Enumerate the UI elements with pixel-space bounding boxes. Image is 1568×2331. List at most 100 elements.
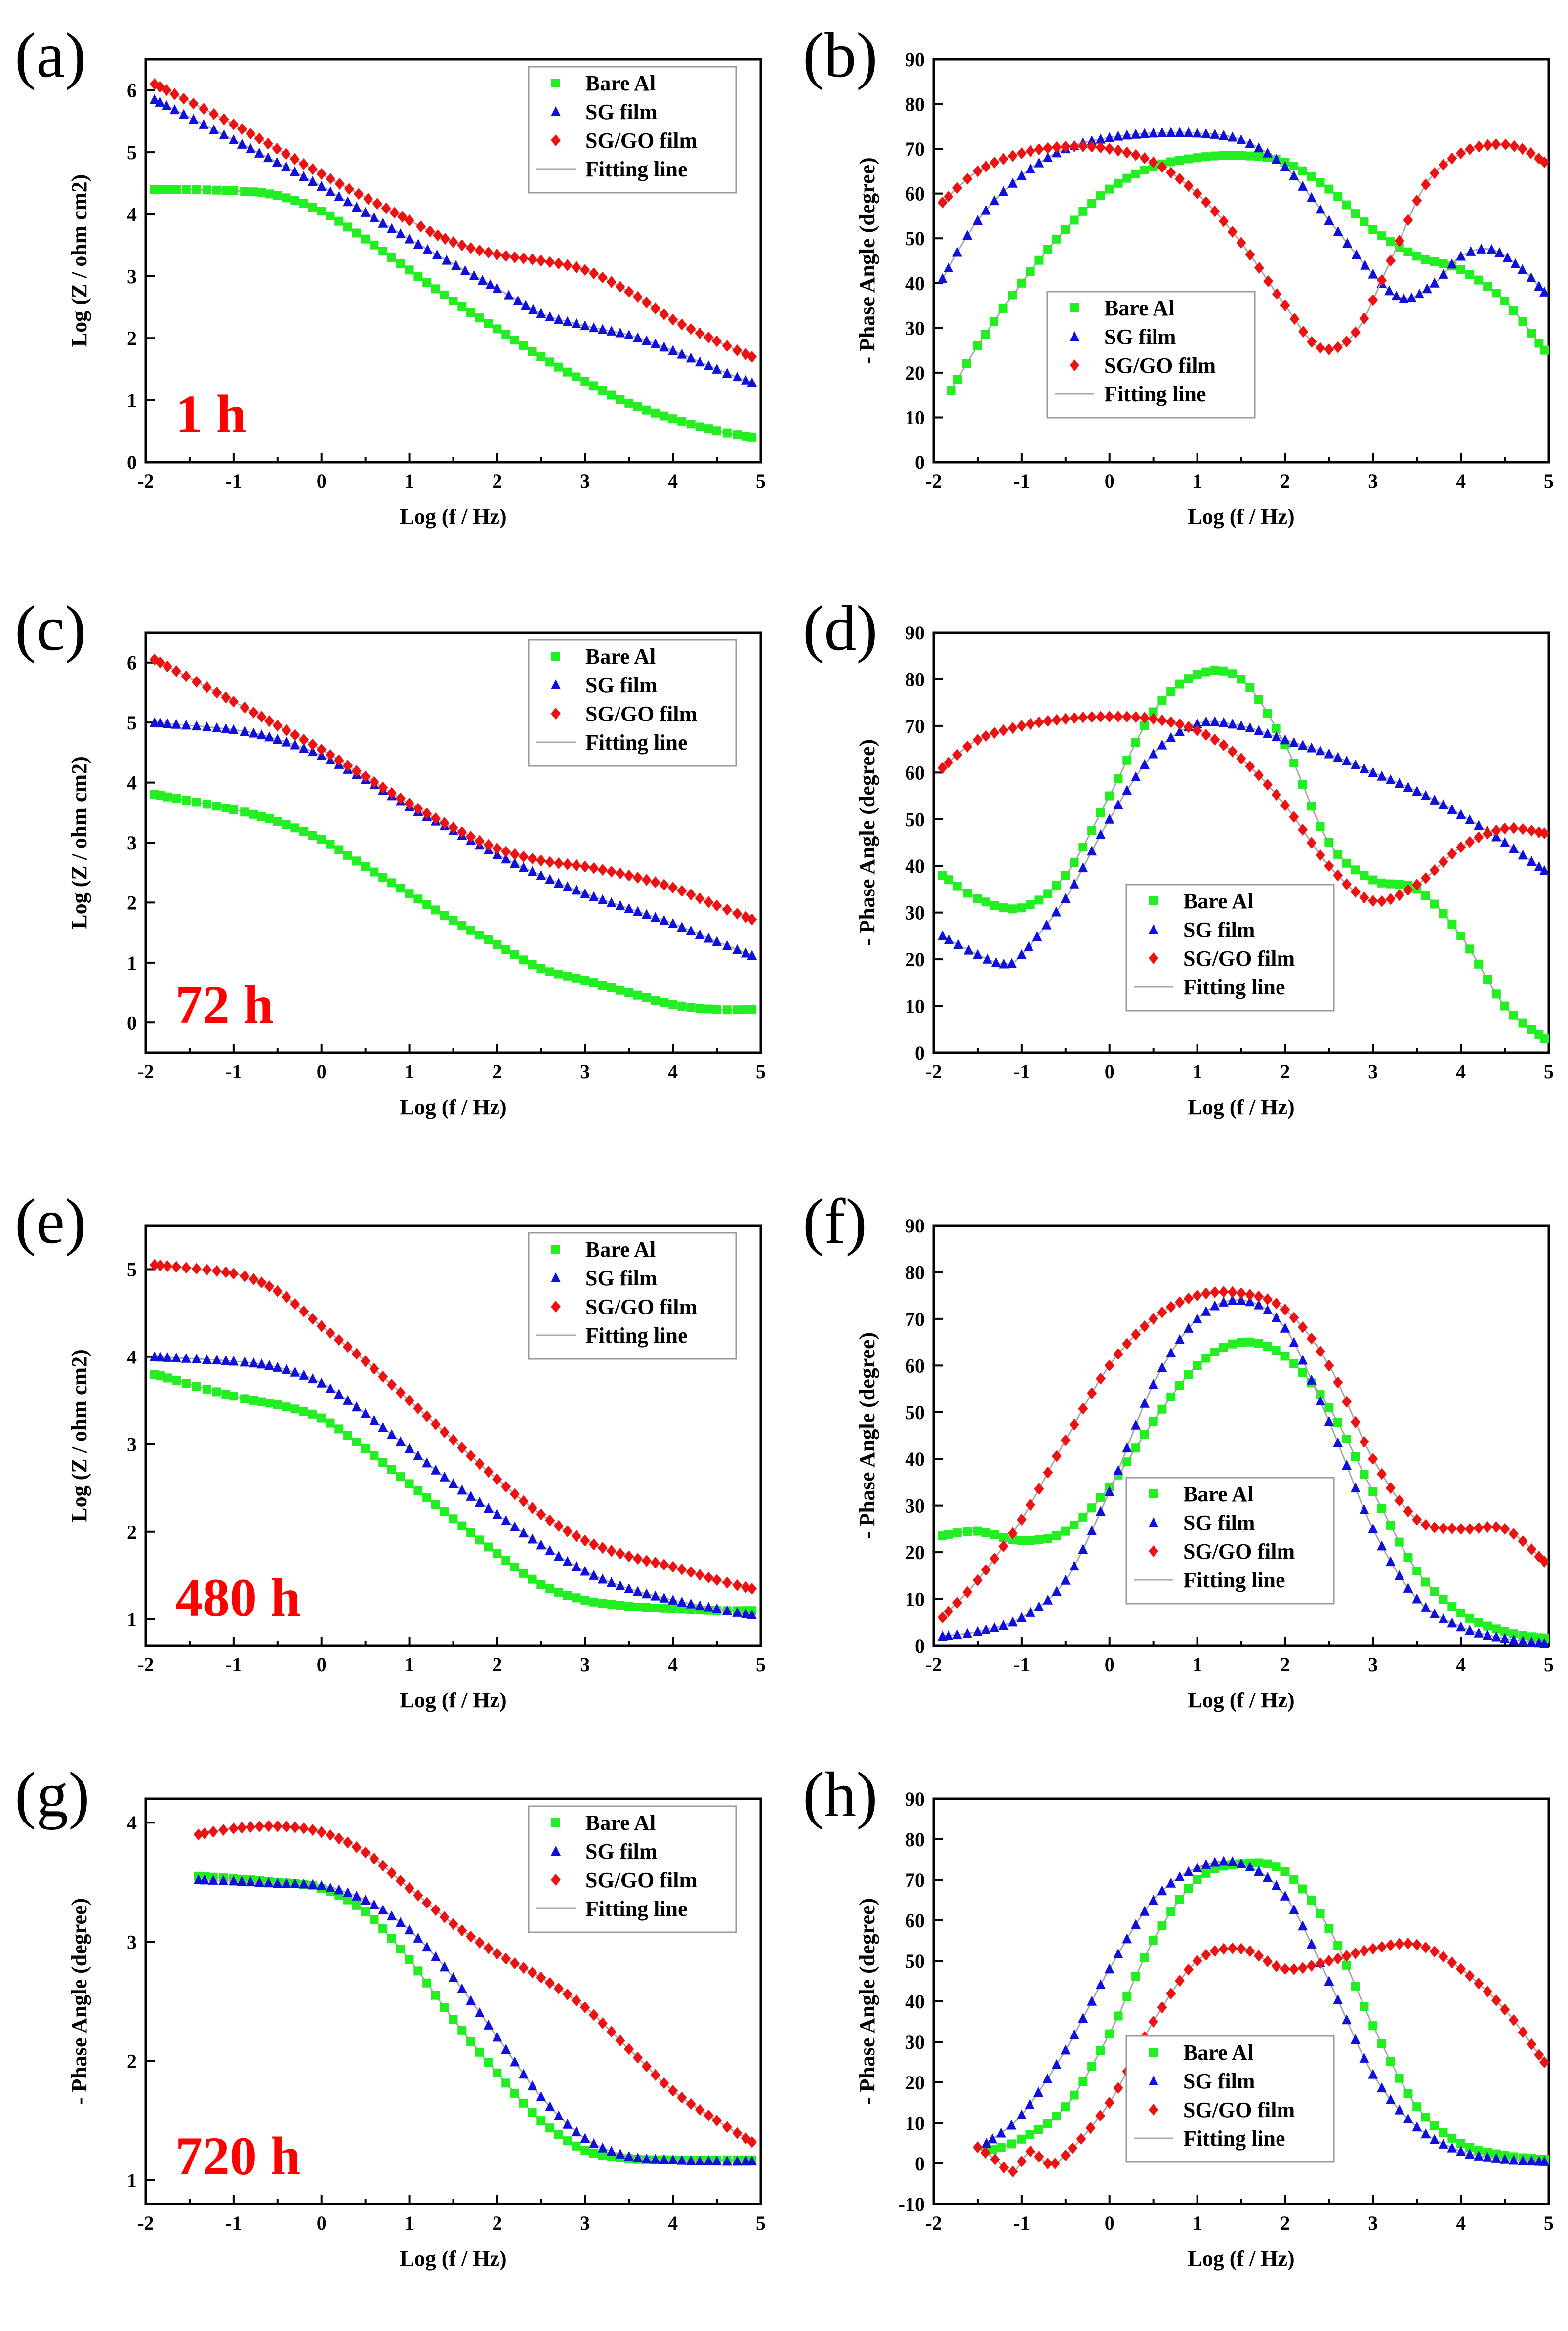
data-point [981, 730, 991, 742]
data-point [1412, 2102, 1422, 2112]
y-tick-label: 80 [905, 668, 925, 690]
data-point [1368, 895, 1378, 907]
x-tick-label: 0 [317, 1653, 327, 1676]
data-point [1342, 1960, 1351, 1970]
data-point [1421, 872, 1431, 885]
data-point [1043, 245, 1053, 254]
legend-label: SG/GO film [1183, 2098, 1295, 2122]
data-point [351, 1401, 362, 1412]
data-point [1474, 140, 1484, 153]
data-point [1052, 1531, 1061, 1540]
data-point [1502, 252, 1513, 262]
data-point [695, 327, 705, 339]
data-point [1447, 1522, 1457, 1534]
data-point [953, 375, 962, 384]
legend-marker [551, 1846, 561, 1856]
data-point [1527, 856, 1537, 866]
data-point [1518, 1631, 1527, 1640]
data-point [998, 1540, 1009, 1553]
data-point [563, 367, 572, 377]
data-point [1041, 919, 1052, 930]
data-point [1430, 1587, 1439, 1596]
data-point [202, 1264, 212, 1276]
data-point [1539, 156, 1550, 169]
data-point [149, 1259, 160, 1271]
data-point [1157, 739, 1167, 750]
data-point [1184, 674, 1193, 683]
data-point [202, 721, 212, 731]
data-point [686, 1566, 696, 1578]
data-point [483, 247, 494, 259]
data-point [1438, 1613, 1448, 1624]
data-point [1034, 716, 1044, 728]
data-point [1377, 231, 1387, 241]
data-point [1456, 1621, 1466, 1632]
data-point [571, 1561, 581, 1571]
data-point [290, 729, 300, 741]
data-point [981, 205, 991, 215]
data-point [1359, 2052, 1369, 2063]
data-point [1403, 884, 1413, 896]
data-point [545, 256, 555, 268]
data-point [1298, 325, 1309, 338]
data-point [1368, 294, 1378, 306]
series-sg-film [937, 1295, 1550, 1648]
data-point [686, 323, 696, 335]
data-point [1341, 1396, 1352, 1408]
data-point [334, 1424, 344, 1434]
data-point [1043, 152, 1053, 162]
data-point [1052, 1586, 1062, 1596]
data-point [501, 853, 511, 864]
data-point [492, 2032, 502, 2042]
data-point [395, 1917, 406, 1927]
data-point [545, 2123, 555, 2133]
legend-box [528, 1232, 737, 1360]
data-point [1377, 1504, 1387, 1513]
data-point [1104, 711, 1114, 722]
data-point [1324, 215, 1334, 225]
data-point [1351, 865, 1360, 875]
legend-box [1125, 1477, 1335, 1605]
data-point [962, 172, 973, 185]
data-point [571, 1530, 581, 1542]
data-point [1245, 683, 1255, 692]
data-point [326, 840, 335, 849]
series-sg-go-film [193, 1820, 757, 2148]
data-point [624, 398, 634, 408]
data-point [1494, 247, 1505, 257]
data-point [1157, 1921, 1167, 1930]
data-point [624, 869, 634, 882]
x-axis-title: Log (f / Hz) [400, 1095, 506, 1119]
data-point [1350, 2034, 1361, 2044]
data-point [1377, 770, 1387, 781]
data-point [1034, 1483, 1044, 1495]
data-point [240, 1270, 250, 1282]
data-point [527, 2080, 537, 2091]
data-point [1262, 728, 1273, 738]
data-point [1483, 1629, 1493, 1640]
data-point [944, 934, 954, 944]
data-point [1210, 1945, 1220, 1957]
data-point [1008, 2165, 1018, 2178]
data-point [155, 791, 165, 800]
data-point [360, 1895, 371, 1905]
data-point [1131, 1419, 1141, 1430]
data-point [642, 1603, 651, 1612]
data-point [248, 1273, 259, 1285]
data-point [281, 1878, 291, 1888]
data-point [633, 332, 643, 342]
data-point [747, 1005, 757, 1014]
data-point [589, 2009, 599, 2021]
data-point [1474, 1522, 1484, 1534]
data-point [493, 324, 502, 334]
data-point [1166, 1392, 1176, 1401]
data-point [519, 341, 528, 350]
data-point [1394, 1494, 1404, 1507]
data-point [290, 1366, 300, 1377]
data-point [1140, 1953, 1149, 1962]
data-point [448, 821, 458, 834]
data-point [747, 2156, 757, 2166]
data-point [1483, 827, 1493, 840]
data-point [686, 889, 696, 901]
